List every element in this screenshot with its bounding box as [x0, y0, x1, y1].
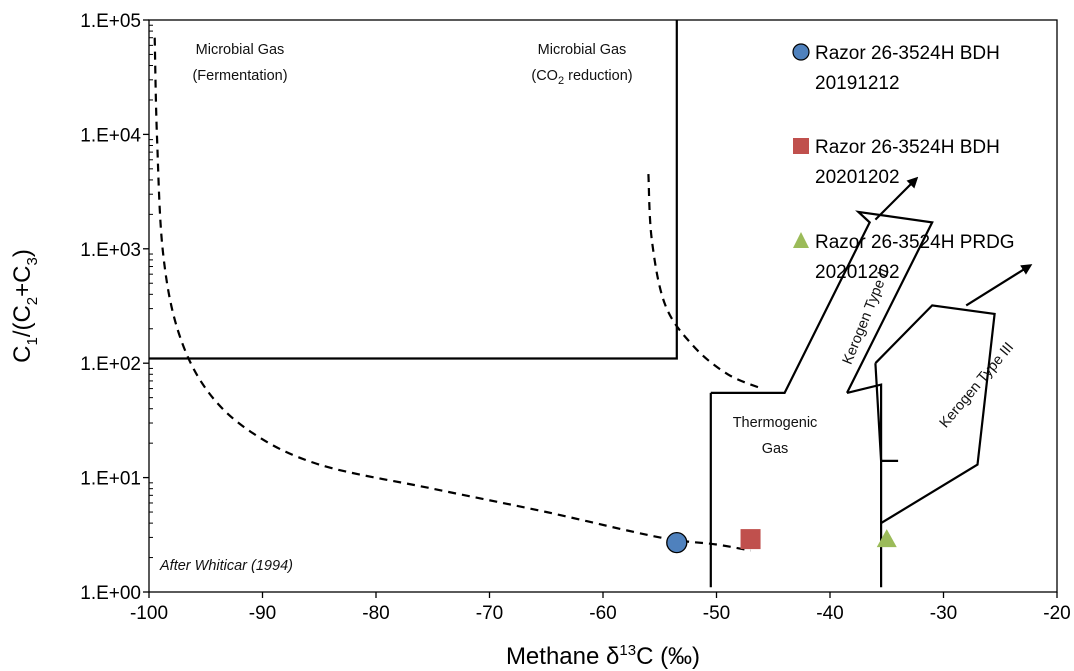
x-tick-label: -90 [249, 603, 276, 624]
y-axis: 1.E+00 1.E+01 1.E+02 1.E+03 1.E+04 1.E+05 [80, 11, 153, 604]
y-tick-label: 1.E+00 [80, 583, 141, 604]
co2-label-subscript: 2 [558, 75, 564, 87]
legend-label: Razor 26-3524H BDH [815, 43, 1000, 64]
y-tick-label: 1.E+01 [80, 469, 141, 490]
microbial-fermentation-label: Microbial Gas [196, 42, 285, 58]
legend-label: 20201202 [815, 167, 900, 188]
kerogen-ii-right-boundary [846, 383, 883, 588]
kerogen-iii-band [874, 304, 996, 525]
legend-label: 20191212 [815, 73, 900, 94]
legend-label: Razor 26-3524H BDH [815, 137, 1000, 158]
data-point-series-0 [666, 532, 688, 554]
x-tick-label: -20 [1043, 603, 1070, 624]
x-tick-label: -30 [930, 603, 957, 624]
legend-item: Razor 26-3524H PRDG 20201202 [793, 232, 1015, 283]
co2-label-part: reduction) [564, 68, 633, 84]
region-lines [149, 20, 1033, 588]
kerogen-iii-arrow [965, 264, 1033, 307]
x-tick-label: -40 [816, 603, 843, 624]
thermogenic-label: Gas [762, 441, 789, 457]
plot-area [148, 19, 1058, 593]
x-axis-title: Methane δ13C (‰) [506, 642, 700, 670]
kerogen-iii-left-boundary [874, 363, 899, 462]
y-tick-label: 1.E+02 [80, 354, 141, 375]
data-markers [666, 529, 897, 554]
legend-marker [792, 43, 810, 61]
y-tick-label: 1.E+04 [80, 125, 141, 146]
legend-marker [793, 138, 809, 154]
legend-item: Razor 26-3524H BDH 20191212 [792, 43, 1000, 94]
x-tick-label: -50 [703, 603, 730, 624]
y-tick-label: 1.E+05 [80, 11, 141, 32]
y-tick-label: 1.E+03 [80, 240, 141, 261]
co2-label-part: (CO [531, 68, 558, 84]
credit-label: After Whiticar (1994) [159, 558, 293, 574]
x-tick-label: -70 [476, 603, 503, 624]
x-tick-label: -60 [589, 603, 616, 624]
data-point-series-1 [740, 529, 761, 550]
x-tick-label: -80 [362, 603, 389, 624]
x-tick-label: -100 [130, 603, 168, 624]
data-point-series-2 [876, 529, 897, 548]
microbial-co2-label: Microbial Gas [538, 42, 627, 58]
legend-label: Razor 26-3524H PRDG [815, 232, 1015, 253]
microbial-co2-label: (CO2 reduction) [531, 68, 632, 87]
co2-reduction-trend-dashed-line [647, 174, 763, 390]
x-axis: -100 -90 -80 -70 -60 -50 -40 -30 -20 [130, 592, 1071, 624]
legend-label: 20201202 [815, 262, 900, 283]
microbial-fermentation-label: (Fermentation) [192, 68, 287, 84]
kerogen-ii-band [710, 210, 934, 394]
fermentation-trend-dashed-line [153, 37, 751, 552]
thermogenic-label: Thermogenic [733, 415, 818, 431]
legend-marker [793, 232, 809, 248]
kerogen-ii-arrow [874, 176, 919, 221]
legend-item: Razor 26-3524H BDH 20201202 [793, 137, 1000, 188]
microbial-boundary-line [149, 20, 678, 360]
y-axis-title: C1/(C2+C3) [9, 249, 41, 363]
